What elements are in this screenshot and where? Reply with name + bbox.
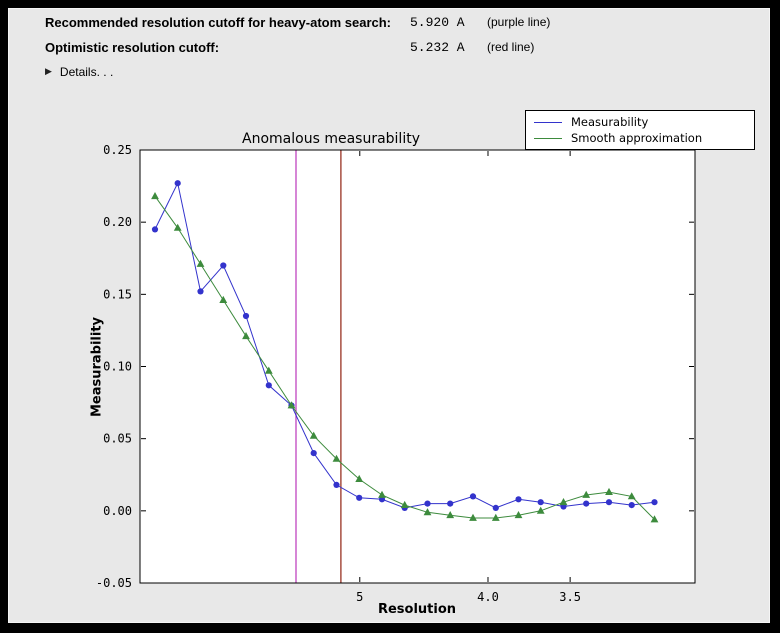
recommended-cutoff-label: Recommended resolution cutoff for heavy-… bbox=[45, 15, 392, 30]
details-toggle[interactable]: ▶ Details. . . bbox=[45, 65, 113, 79]
optimistic-cutoff-note: (red line) bbox=[487, 40, 535, 54]
legend-item-smooth-approximation: Smooth approximation bbox=[534, 131, 746, 145]
chart-title: Anomalous measurability bbox=[242, 131, 420, 147]
disclosure-triangle-icon: ▶ bbox=[45, 66, 52, 77]
legend-item-measurability: Measurability bbox=[534, 115, 746, 129]
y-axis-label: Measurability bbox=[89, 316, 105, 418]
smooth-approximation-line-sample bbox=[534, 137, 562, 139]
chart-legend: Measurability Smooth approximation bbox=[525, 110, 755, 150]
details-label: Details. . . bbox=[59, 65, 114, 79]
x-axis-label: Resolution bbox=[377, 602, 457, 617]
legend-label-measurability: Measurability bbox=[571, 115, 649, 129]
optimistic-cutoff-value: 5.232 A bbox=[410, 40, 465, 55]
legend-label-smooth-approximation: Smooth approximation bbox=[571, 131, 703, 145]
results-panel bbox=[8, 8, 770, 623]
measurability-line-sample bbox=[534, 121, 562, 123]
recommended-cutoff-note: (purple line) bbox=[487, 15, 551, 29]
recommended-cutoff-value: 5.920 A bbox=[410, 15, 465, 30]
optimistic-cutoff-label: Optimistic resolution cutoff: bbox=[45, 40, 220, 55]
